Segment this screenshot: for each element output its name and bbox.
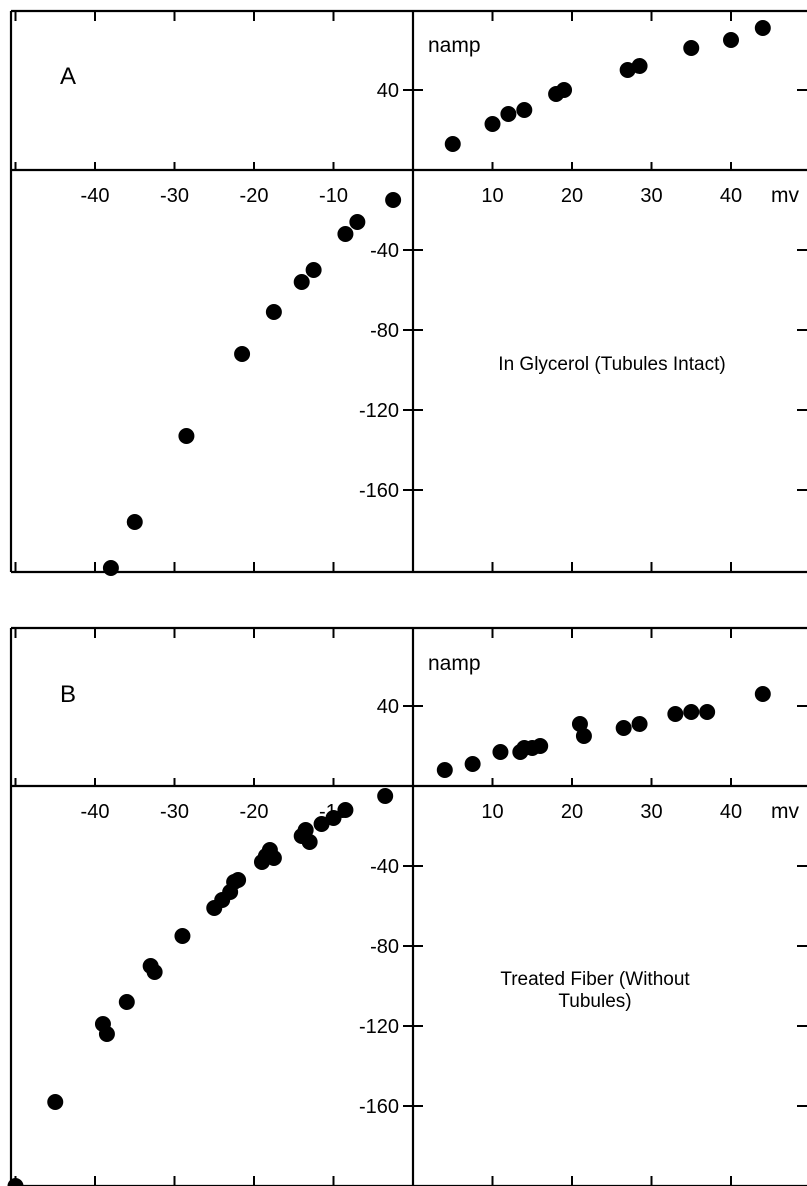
x-tick-label: 40 <box>720 185 742 207</box>
data-point <box>265 304 282 320</box>
data-point <box>206 900 223 916</box>
data-point <box>683 704 700 720</box>
x-tick-label: 10 <box>481 185 503 207</box>
data-point <box>146 964 163 980</box>
data-point <box>178 428 195 444</box>
data-point <box>301 834 318 850</box>
chart-panel-a: -40 -30 -20 -10 10 20 30 40 mv 40 -40 -80 -120 -160 na… <box>9 9 807 576</box>
data-point <box>699 704 716 720</box>
data-point <box>683 40 700 56</box>
data-point <box>325 810 342 826</box>
chart-panel-b: -40-30-20-1010203040mv40-40-80-120-160na… <box>7 626 807 1186</box>
data-point <box>500 106 517 122</box>
data-point <box>102 560 119 576</box>
x-tick-label: 20 <box>561 185 583 207</box>
data-point <box>754 686 771 702</box>
data-point <box>118 994 135 1010</box>
x-tick-label: -10 <box>319 185 348 207</box>
y-axis-label: namp <box>428 652 481 675</box>
x-tick-label: 30 <box>640 185 662 207</box>
data-point <box>337 226 354 242</box>
data-point <box>47 1094 64 1110</box>
data-point <box>631 58 648 74</box>
data-point <box>377 788 394 804</box>
data-point <box>305 262 322 278</box>
data-point <box>464 756 481 772</box>
annotation-text: Treated Fiber (Without <box>500 969 690 990</box>
x-axis-label: mv <box>771 184 799 207</box>
data-point <box>7 1178 24 1186</box>
x-tick-label: -40 <box>81 801 110 823</box>
data-point <box>253 854 270 870</box>
data-point <box>313 816 330 832</box>
data-point <box>723 32 739 48</box>
x-tick-label: -20 <box>240 801 269 823</box>
y-tick-label: -80 <box>370 936 399 958</box>
data-point <box>631 716 648 732</box>
data-point <box>297 822 314 838</box>
data-point <box>754 20 771 36</box>
x-axis-label: mv <box>771 800 799 823</box>
data-point <box>337 802 354 818</box>
y-tick-label: -160 <box>359 1096 399 1118</box>
y-tick-label: 40 <box>377 696 399 718</box>
data-point <box>436 762 453 778</box>
y-tick-label: 40 <box>377 80 399 102</box>
panel-label: A <box>60 63 76 90</box>
y-tick-label: -40 <box>370 856 399 878</box>
data-point <box>556 82 573 98</box>
x-tick-label: -30 <box>160 185 189 207</box>
y-tick-label: -120 <box>359 1016 399 1038</box>
x-tick-label: -40 <box>81 185 110 207</box>
data-point <box>667 706 684 722</box>
x-tick-label: 40 <box>720 801 742 823</box>
data-point <box>174 928 191 944</box>
data-point <box>293 274 310 290</box>
data-point <box>571 716 588 732</box>
y-tick-label: -120 <box>359 400 399 422</box>
x-tick-label: 20 <box>561 801 583 823</box>
data-point <box>126 514 143 530</box>
y-tick-label: -160 <box>359 480 399 502</box>
data-point <box>349 214 366 230</box>
data-point <box>575 728 592 744</box>
panel-label: B <box>60 681 76 708</box>
data-point <box>516 102 533 118</box>
y-tick-label: -40 <box>370 240 399 262</box>
data-point <box>98 1026 115 1042</box>
y-tick-label: -80 <box>370 320 399 342</box>
data-point <box>234 346 251 362</box>
y-axis-label: namp <box>428 34 481 57</box>
x-tick-label: -20 <box>240 185 269 207</box>
data-point <box>385 192 402 208</box>
annotation-text: In Glycerol (Tubules Intact) <box>498 354 725 375</box>
data-point <box>492 744 509 760</box>
x-tick-label: 10 <box>481 801 503 823</box>
data-point <box>615 720 632 736</box>
annotation-text: Tubules) <box>558 991 631 1012</box>
data-point <box>444 136 461 152</box>
x-tick-label: -30 <box>160 801 189 823</box>
data-point <box>484 116 501 132</box>
x-tick-label: 30 <box>640 801 662 823</box>
data-point <box>532 738 549 754</box>
